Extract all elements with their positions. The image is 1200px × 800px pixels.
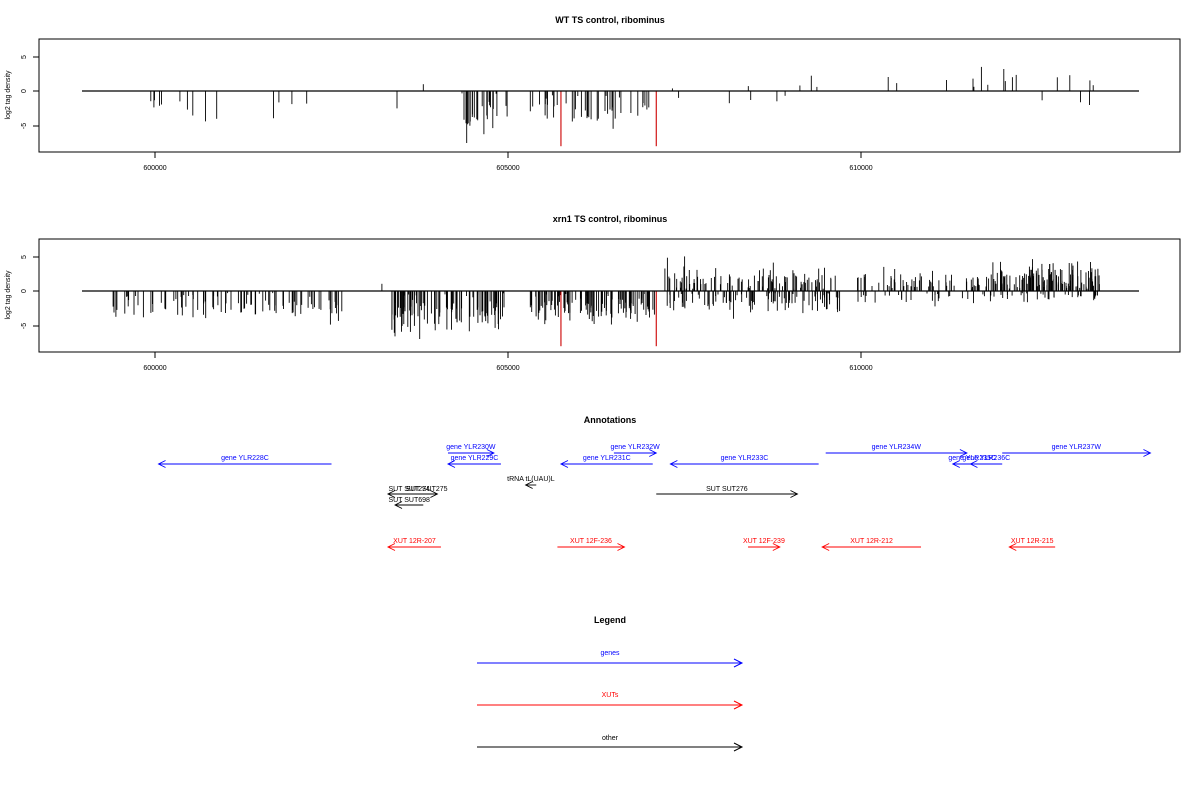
feature-label: XUT 12R-207 <box>393 538 436 545</box>
xrn1-xtick-label-610000: 610000 <box>849 365 872 372</box>
feature-label: SUT SUT274 <box>388 486 430 493</box>
feature-label: gene YLR237W <box>1052 444 1102 451</box>
wt-ytick-label-5: 5 <box>21 55 28 59</box>
xrn1-density-panel: xrn1 TS control, ribominus 5 0 -5 log2 t… <box>5 214 1181 372</box>
feature-label: gene YLR235C <box>948 455 996 462</box>
annotation-features: gene YLR228C gene YLR230W gene YLR229C gene… <box>157 444 1152 551</box>
feature-label: gene YLR229C <box>451 455 499 462</box>
feature-arrowhead <box>394 501 403 509</box>
feature-arrowhead <box>669 460 678 468</box>
annotation-feature: XUT 12R-207 <box>386 538 441 551</box>
wt-highlight-bars <box>560 91 657 147</box>
annotations-title: Annotations <box>584 415 637 425</box>
feature-arrowhead <box>524 481 533 489</box>
feature-arrowhead <box>821 543 830 551</box>
wt-ylabel: log2 tag density <box>5 70 12 120</box>
feature-label: gene YLR228C <box>221 455 269 462</box>
xrn1-plot-frame <box>38 238 1181 353</box>
feature-arrowhead <box>386 490 396 498</box>
wt-ytick-label-0: 0 <box>21 89 28 93</box>
wt-density-bars <box>150 66 1094 143</box>
feature-arrowhead <box>649 449 658 457</box>
feature-arrowhead <box>446 460 456 468</box>
feature-label: SUT SUT276 <box>706 486 748 493</box>
annotation-feature: SUT SUT698 <box>388 497 430 509</box>
legend-other-arrowhead <box>733 742 744 752</box>
annotation-feature: gene YLR231C <box>559 455 653 468</box>
legend-genes-arrowhead <box>733 658 744 668</box>
wt-plot-frame <box>38 38 1181 153</box>
feature-arrowhead <box>959 449 968 457</box>
feature-arrowhead <box>486 449 495 457</box>
feature-label: gene YLR231C <box>583 455 631 462</box>
xrn1-xtick-label-600000: 600000 <box>143 365 166 372</box>
feature-label: gene YLR232W <box>610 444 660 451</box>
wt-xtick-label-605000: 605000 <box>496 165 519 172</box>
annotation-feature: XUT 12R-215 <box>1008 538 1056 551</box>
annotation-feature: gene YLR232W <box>610 444 660 457</box>
legend-genes-label: genes <box>600 650 620 657</box>
annotation-feature: tRNA tL(UAU)L <box>507 476 555 489</box>
feature-arrowhead <box>430 490 439 498</box>
feature-arrowhead <box>772 543 781 551</box>
wt-density-panel: WT TS control, ribominus 5 0 -5 log2 tag… <box>5 15 1181 172</box>
legend-title: Legend <box>594 615 626 625</box>
annotation-feature: gene YLR237W <box>1002 444 1152 457</box>
annotation-feature: XUT 12F-236 <box>557 538 626 551</box>
annotation-feature: XUT 12F-239 <box>743 538 785 551</box>
feature-label: gene YLR234W <box>872 444 922 451</box>
legend-xuts-arrowhead <box>733 700 744 710</box>
feature-arrowhead <box>1143 449 1152 457</box>
feature-arrowhead <box>386 543 396 551</box>
feature-label: gene YLR230W <box>446 444 496 451</box>
annotation-feature: gene YLR233C <box>669 455 819 468</box>
xrn1-ytick-label-minus5: -5 <box>21 323 28 329</box>
feature-label: tRNA tL(UAU)L <box>507 476 555 483</box>
xrn1-ytick-label-0: 0 <box>21 289 28 293</box>
feature-label: XUT 12F-236 <box>570 538 612 545</box>
feature-arrowhead <box>617 543 626 551</box>
feature-label: SUT SUT275 <box>406 486 448 493</box>
legend-other-label: other <box>602 735 619 742</box>
feature-label: gene YLR236C <box>962 455 1010 462</box>
feature-label: XUT 12F-239 <box>743 538 785 545</box>
xrn1-ylabel: log2 tag density <box>5 270 12 320</box>
annotation-feature: gene YLR230W <box>446 444 496 457</box>
feature-label: XUT 12R-212 <box>850 538 893 545</box>
annotation-feature: gene YLR236C <box>962 455 1010 468</box>
feature-label: XUT 12R-215 <box>1011 538 1054 545</box>
xrn1-plot-title: xrn1 TS control, ribominus <box>553 214 668 224</box>
xrn1-density-bars <box>112 256 1100 339</box>
feature-arrowhead <box>1008 543 1017 551</box>
feature-arrowhead <box>157 460 166 468</box>
feature-arrowhead <box>790 490 799 498</box>
xrn1-xtick-label-605000: 605000 <box>496 365 519 372</box>
xrn1-highlight-bars <box>560 291 657 347</box>
feature-arrowhead <box>969 460 978 468</box>
annotation-feature: SUT SUT276 <box>656 486 799 498</box>
annotation-feature: gene YLR228C <box>157 455 332 468</box>
xrn1-ytick-label-5: 5 <box>21 255 28 259</box>
annotation-feature: gene YLR234W <box>825 444 968 457</box>
wt-ytick-label-minus5: -5 <box>21 123 28 129</box>
feature-arrowhead <box>559 460 569 468</box>
annotation-feature: XUT 12R-212 <box>821 538 922 551</box>
legend-xuts-label: XUTs <box>602 692 619 699</box>
feature-label: gene YLR233C <box>721 455 769 462</box>
wt-xtick-label-600000: 600000 <box>143 165 166 172</box>
annotation-feature: SUT SUT275 <box>406 486 448 498</box>
annotation-feature: gene YLR229C <box>446 455 501 468</box>
legend: Legend genes XUTs other <box>477 615 744 752</box>
wt-plot-title: WT TS control, ribominus <box>555 15 665 25</box>
wt-xtick-label-610000: 610000 <box>849 165 872 172</box>
feature-label: SUT SUT698 <box>388 497 430 504</box>
feature-arrowhead <box>951 460 960 468</box>
